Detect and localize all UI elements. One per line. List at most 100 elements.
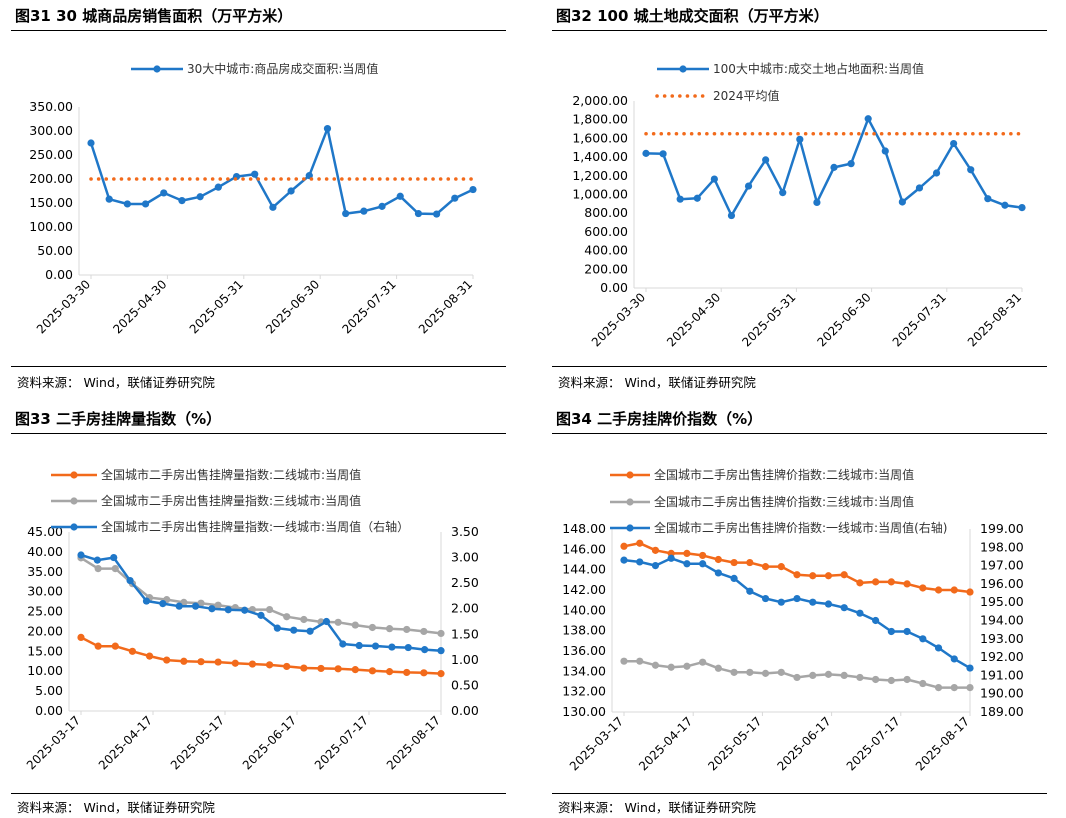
series-point — [77, 633, 85, 642]
y2-tick-label: 195.00 — [980, 594, 1024, 609]
series-point — [824, 600, 833, 608]
chart-panel-30-city-sales: 图31 30 城商品房销售面积（万平方米） 0.00 50.00 100.00 150… — [11, 0, 516, 400]
series-point — [283, 662, 291, 671]
series-point — [967, 166, 975, 174]
y-tick-label: 2,000.00 — [572, 93, 628, 108]
series-point — [214, 658, 222, 666]
series-point — [180, 657, 188, 665]
series-point — [128, 647, 137, 655]
y-tick-label: 138.00 — [562, 623, 606, 638]
series-point — [872, 616, 880, 625]
series-point — [306, 627, 314, 635]
series-point — [746, 558, 754, 567]
y-tick-label: 5.00 — [35, 683, 63, 698]
legend-label: 全国城市二手房出售挂牌价指数:一线城市:当周值(右轴) — [654, 520, 947, 535]
source-rule — [552, 366, 1047, 367]
y-tick-label: 140.00 — [562, 602, 606, 617]
series-point — [196, 193, 204, 201]
x-tick-label: 2025-07-17 — [312, 713, 371, 772]
series-point — [744, 182, 753, 190]
series-point — [110, 553, 118, 562]
series-point — [620, 556, 628, 564]
series-point — [881, 147, 889, 155]
series-point — [451, 194, 459, 202]
y-tick-label: 0.00 — [35, 703, 63, 718]
series-point — [824, 572, 833, 580]
series-point — [824, 670, 833, 678]
chart-panel-listing-price: 图34 二手房挂牌价指数（%） 130.00 132.00 134.00 136.00… — [552, 403, 1057, 818]
series-point — [699, 560, 707, 568]
series-point — [142, 597, 151, 605]
legend-label: 30大中城市:商品房成交面积:当周值 — [187, 61, 378, 76]
series-point — [437, 647, 445, 655]
series-point — [714, 664, 722, 672]
series-point — [323, 125, 332, 133]
series-point — [388, 643, 396, 651]
series-point — [403, 668, 411, 677]
series-point — [934, 644, 943, 652]
y2-tick-label: 199.00 — [980, 521, 1024, 536]
series-point — [403, 625, 411, 634]
series-point — [872, 578, 880, 586]
series-point — [651, 562, 660, 570]
series-point — [111, 642, 119, 650]
series-point — [830, 163, 838, 171]
series-point — [693, 194, 701, 202]
series-point — [919, 635, 927, 643]
series-point — [351, 621, 359, 629]
x-tick-label: 2025-08-31 — [416, 277, 475, 336]
series-point — [730, 668, 738, 676]
y2-tick-label: 191.00 — [980, 667, 1024, 682]
series-point — [761, 669, 770, 677]
legend-label: 全国城市二手房出售挂牌量指数:一线城市:当周值（右轴） — [101, 519, 409, 534]
series-point — [777, 668, 785, 676]
series-point — [699, 658, 707, 666]
y-tick-label: 200.00 — [584, 261, 628, 276]
series-point — [437, 670, 445, 678]
series-point — [368, 667, 377, 675]
y2-tick-label: 2.00 — [451, 601, 479, 616]
x-tick-label: 2025-06-17 — [775, 714, 834, 773]
y2-tick-label: 2.50 — [451, 575, 479, 590]
x-tick-label: 2025-08-17 — [913, 714, 972, 773]
series-point — [966, 588, 974, 596]
y-tick-label: 100.00 — [29, 219, 73, 234]
y2-tick-label: 3.50 — [451, 524, 479, 539]
series-point — [676, 195, 684, 203]
series-point — [339, 640, 347, 648]
series-point — [93, 556, 101, 564]
legend-marker — [70, 497, 78, 505]
x-tick-label: 2025-08-17 — [384, 713, 443, 772]
series-point — [950, 655, 958, 663]
series-point — [620, 657, 628, 665]
y-tick-label: 30.00 — [27, 584, 63, 599]
y-tick-label: 400.00 — [584, 243, 628, 258]
series-point — [793, 673, 801, 682]
series-line — [89, 127, 474, 216]
y-tick-label: 134.00 — [562, 663, 606, 678]
series-point — [248, 660, 257, 668]
series-point — [265, 661, 274, 669]
source-note: 资料来源： Wind，联储证券研究院 — [558, 800, 756, 815]
series-point — [420, 669, 428, 677]
source-rule — [11, 793, 506, 794]
y-tick-label: 1,800.00 — [572, 112, 628, 127]
y-tick-label: 144.00 — [562, 562, 606, 577]
series-point — [342, 209, 350, 218]
x-tick-label: 2025-06-17 — [240, 713, 299, 772]
series-point — [667, 663, 675, 671]
series-point — [746, 587, 754, 595]
y2-tick-label: 194.00 — [980, 613, 1024, 628]
series-point — [746, 668, 754, 676]
series-point — [651, 546, 660, 554]
series-point — [856, 609, 864, 617]
series-point — [414, 209, 423, 218]
y-tick-label: 0.00 — [45, 267, 73, 282]
y-tick-label: 600.00 — [584, 224, 628, 239]
y-tick-label: 25.00 — [27, 604, 63, 619]
series-line — [80, 553, 442, 652]
legend-marker — [153, 65, 161, 73]
series-point — [385, 668, 394, 676]
x-tick-label: 2025-04-17 — [636, 714, 695, 773]
source-note: 资料来源： Wind，联储证券研究院 — [17, 800, 215, 815]
